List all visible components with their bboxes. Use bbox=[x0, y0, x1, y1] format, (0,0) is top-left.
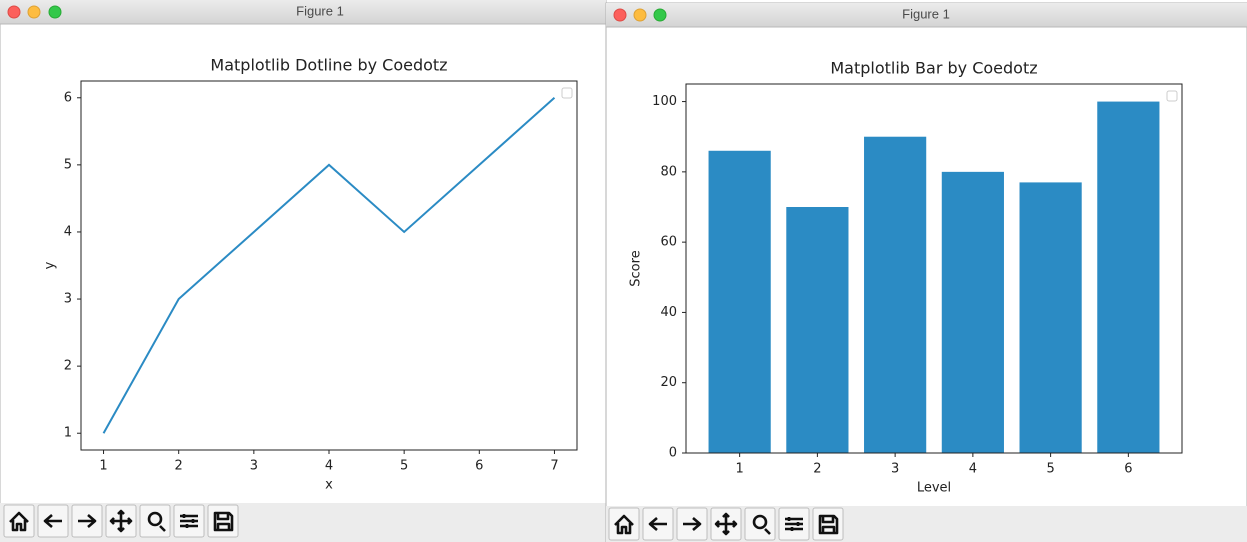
window-title: Figure 1 bbox=[296, 3, 344, 18]
x-axis-label: x bbox=[325, 478, 333, 493]
toolbar-button[interactable] bbox=[3, 504, 35, 538]
y-tick-label: 0 bbox=[669, 446, 677, 461]
close-button[interactable] bbox=[613, 8, 627, 22]
x-tick-label: 2 bbox=[813, 462, 821, 477]
toolbar-icon bbox=[109, 509, 133, 533]
y-tick-label: 100 bbox=[652, 94, 677, 109]
toolbar-button[interactable] bbox=[207, 504, 239, 538]
toolbar-icon bbox=[683, 517, 702, 531]
x-tick-label: 3 bbox=[250, 459, 258, 474]
toolbar-icon bbox=[78, 514, 97, 528]
toolbar-icon bbox=[752, 514, 768, 530]
bar bbox=[864, 136, 927, 453]
x-tick-label: 3 bbox=[891, 462, 899, 477]
x-tick-label: 4 bbox=[969, 462, 977, 477]
y-tick-label: 4 bbox=[64, 224, 72, 239]
x-tick-label: 6 bbox=[1124, 462, 1132, 477]
minimize-button[interactable] bbox=[633, 8, 647, 22]
toolbar-icon bbox=[818, 514, 839, 535]
toolbar-icon bbox=[9, 511, 29, 532]
x-tick-label: 5 bbox=[400, 459, 408, 474]
toolbar-icon bbox=[213, 511, 234, 532]
x-tick-label: 1 bbox=[99, 459, 107, 474]
x-tick-label: 4 bbox=[325, 459, 333, 474]
x-axis-label: Level bbox=[917, 481, 951, 496]
x-tick-label: 7 bbox=[550, 459, 558, 474]
y-tick-label: 5 bbox=[64, 157, 72, 172]
y-tick-label: 80 bbox=[660, 164, 677, 179]
y-tick-label: 40 bbox=[660, 305, 677, 320]
y-tick-label: 60 bbox=[660, 235, 677, 250]
toolbar-icon bbox=[614, 514, 634, 535]
window-title: Figure 1 bbox=[902, 6, 950, 21]
toolbar-icon bbox=[714, 512, 738, 536]
toolbar-button[interactable] bbox=[608, 507, 640, 541]
minimize-button[interactable] bbox=[27, 5, 41, 19]
close-button[interactable] bbox=[7, 5, 21, 19]
toolbar-button[interactable] bbox=[139, 504, 171, 538]
y-axis-label: Score bbox=[629, 250, 644, 286]
window-frame bbox=[0, 0, 607, 542]
bar bbox=[941, 171, 1004, 453]
window: Figure 1 Matplotlib Bar by Coedotz Level S… bbox=[605, 2, 1247, 542]
chart-title: Matplotlib Dotline by Coedotz bbox=[210, 56, 447, 75]
toolbar-icon bbox=[648, 517, 667, 531]
y-tick-label: 2 bbox=[64, 359, 72, 374]
toolbar-icon bbox=[764, 528, 771, 535]
y-tick-label: 20 bbox=[660, 375, 677, 390]
legend bbox=[561, 87, 573, 99]
y-tick-label: 6 bbox=[64, 90, 72, 105]
figure: Matplotlib Bar by Coedotz Level Score 1 2 3 4 5… bbox=[629, 59, 1183, 496]
toolbar-button[interactable] bbox=[812, 507, 844, 541]
y-tick-label: 3 bbox=[64, 292, 72, 307]
axes-frame bbox=[685, 83, 1183, 454]
zoom-button[interactable] bbox=[48, 5, 62, 19]
toolbar-icon bbox=[180, 514, 198, 528]
bar bbox=[786, 207, 849, 453]
toolbar-icon bbox=[785, 517, 803, 531]
x-tick-label: 6 bbox=[475, 459, 483, 474]
bar bbox=[708, 150, 771, 453]
legend bbox=[1166, 90, 1178, 102]
title-bar bbox=[606, 3, 1247, 27]
x-tick-label: 2 bbox=[175, 459, 183, 474]
x-tick-label: 5 bbox=[1046, 462, 1054, 477]
window: Figure 1 Matplotlib Dotline by Coedotz x y… bbox=[0, 0, 607, 542]
chart-title: Matplotlib Bar by Coedotz bbox=[830, 59, 1037, 78]
data-line bbox=[102, 97, 556, 434]
toolbar-icon bbox=[147, 511, 163, 527]
y-tick-label: 1 bbox=[64, 426, 72, 441]
title-bar bbox=[0, 0, 606, 24]
toolbar-button[interactable] bbox=[744, 507, 776, 541]
x-tick-label: 1 bbox=[736, 462, 744, 477]
figure: Matplotlib Dotline by Coedotz x y 1 2 3 4 5 6 7 1 2… bbox=[43, 56, 578, 493]
toolbar-icon bbox=[159, 525, 166, 532]
bar bbox=[1019, 182, 1082, 453]
bar bbox=[1097, 101, 1160, 454]
zoom-button[interactable] bbox=[653, 8, 667, 22]
y-axis-label: y bbox=[43, 261, 58, 269]
toolbar-icon bbox=[43, 514, 62, 528]
